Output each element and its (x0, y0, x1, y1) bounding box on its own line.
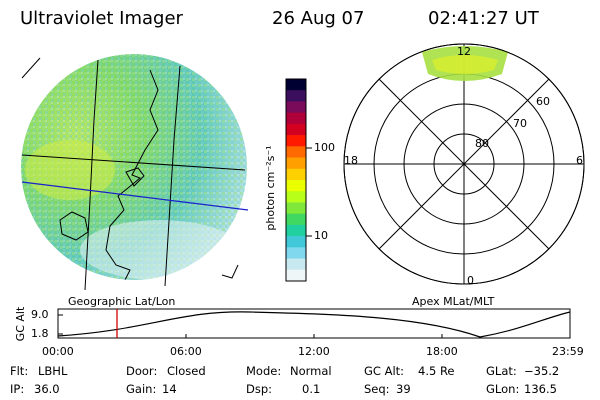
timeline-ytick-9: 9.0 (31, 308, 49, 321)
colorbar (286, 79, 306, 282)
timeline-xtick-1800: 18:00 (426, 345, 458, 358)
status-dsp-value: 0.1 (302, 382, 321, 396)
date-label: 26 Aug 07 (272, 8, 365, 29)
status-glon-key: GLon: (486, 382, 520, 396)
colorbar-tick-100: 100 (314, 141, 335, 154)
status-glat-key: GLat: (486, 364, 517, 378)
time-label: 02:41:27 UT (428, 8, 539, 29)
polar-mlt-12: 12 (457, 45, 471, 58)
status-mode-value: Normal (290, 364, 332, 378)
colorbar-segment (286, 146, 306, 159)
colorbar-segment (286, 157, 306, 170)
timeline-ytick-1-8: 1.8 (31, 327, 49, 340)
colorbar-segment (286, 135, 306, 147)
colorbar-segment (286, 247, 306, 260)
status-door-key: Door: (126, 364, 158, 378)
colorbar-segment (286, 236, 306, 248)
timeline-ylabel: GC Alt (14, 306, 27, 342)
timeline-xtick-1200: 12:00 (298, 345, 330, 358)
status-gain-key: Gain: (126, 382, 157, 396)
polar-lat-70: 70 (513, 117, 527, 130)
colorbar-segment (286, 112, 306, 125)
colorbar-segment (286, 101, 306, 114)
status-gain-value: 14 (162, 382, 177, 396)
image-disk (21, 54, 247, 280)
colorbar-segment (286, 191, 306, 204)
apex-label: Apex MLat/MLT (412, 295, 495, 308)
orbit-altitude-curve (57, 311, 571, 338)
polar-mlt-18: 18 (344, 154, 358, 167)
colorbar-segment (286, 202, 306, 215)
status-ip-value: 36.0 (34, 382, 60, 396)
timeline-xtick-0600: 06:00 (170, 345, 202, 358)
status-gcalt-key: GC Alt: (364, 364, 405, 378)
colorbar-segment (286, 90, 306, 103)
colorbar-segment (286, 123, 306, 136)
colorbar-segment (286, 168, 306, 181)
terminator-line (21, 181, 249, 211)
status-ip-key: IP: (10, 382, 25, 396)
status-mode-key: Mode: (246, 364, 282, 378)
status-flt-value: LBHL (38, 364, 68, 378)
geographic-grid (21, 57, 246, 291)
status-glon-value: 136.5 (524, 382, 557, 396)
colorbar-segment (286, 258, 306, 271)
polar-lat-80: 80 (475, 137, 489, 150)
colorbar-segment (286, 269, 306, 282)
status-seq-value: 39 (396, 382, 411, 396)
timeline-xtick-2359: 23:59 (552, 345, 584, 358)
geographic-label: Geographic Lat/Lon (68, 295, 176, 308)
colorbar-segment (286, 79, 306, 91)
status-gcalt-value: 4.5 Re (418, 364, 455, 378)
instrument-title: Ultraviolet Imager (20, 8, 183, 29)
colorbar-tick-10: 10 (314, 229, 328, 242)
polar-mlt-6: 6 (576, 154, 583, 167)
timeline-xtick-0000: 00:00 (42, 345, 74, 358)
timeline-plot (57, 308, 571, 339)
status-seq-key: Seq: (364, 382, 390, 396)
polar-mlt-0: 0 (467, 274, 474, 287)
status-door-value: Closed (167, 364, 206, 378)
colorbar-segment (286, 213, 306, 226)
status-glat-value: −35.2 (524, 364, 560, 378)
polar-lat-60: 60 (536, 95, 550, 108)
colorbar-segment (286, 180, 306, 192)
colorbar-segment (286, 224, 306, 237)
status-flt-key: Flt: (10, 364, 29, 378)
status-dsp-key: Dsp: (246, 382, 273, 396)
colorbar-unit-label: photon cm⁻²s⁻¹ (264, 145, 277, 231)
colorbar-frame (285, 78, 307, 282)
